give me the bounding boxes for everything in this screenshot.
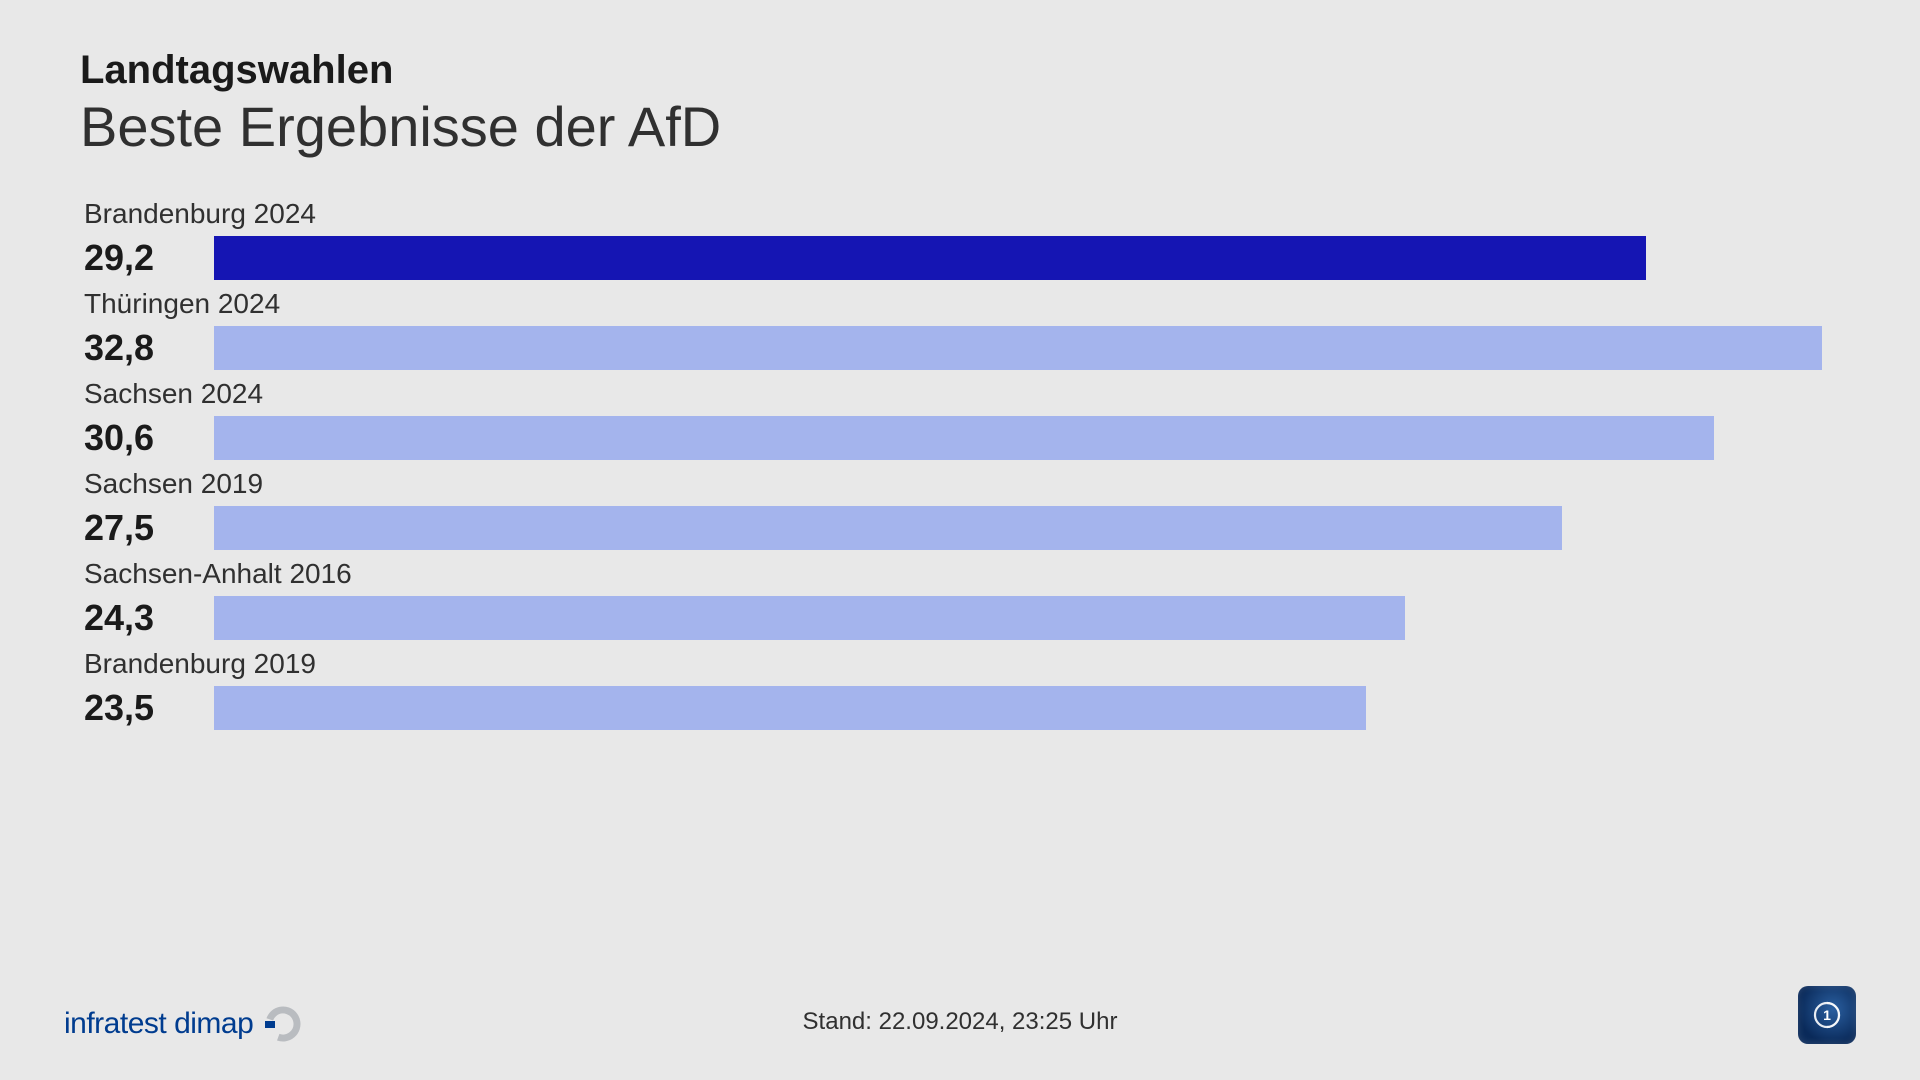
timestamp-value: 22.09.2024, 23:25 Uhr [879, 1008, 1118, 1035]
bar-label: Brandenburg 2019 [84, 648, 1832, 680]
bar-track [214, 236, 1832, 280]
bar-row: Sachsen 2024 30,6 [80, 378, 1832, 460]
bar-value: 29,2 [80, 240, 214, 276]
footer: infratest dimap Stand: 22.09.2024, 23:25… [64, 988, 1856, 1044]
bar-track [214, 686, 1832, 730]
bar-row: Brandenburg 2019 23,5 [80, 648, 1832, 730]
bar-row: Sachsen 2019 27,5 [80, 468, 1832, 550]
bar-line: 29,2 [80, 236, 1832, 280]
bar-chart: Brandenburg 2024 29,2 Thüringen 2024 32,8 Sa… [80, 198, 1832, 730]
bar-fill [214, 506, 1562, 550]
bar-label: Sachsen 2024 [84, 378, 1832, 410]
network-logo-icon: 1 [1798, 986, 1856, 1044]
bar-fill [214, 596, 1405, 640]
bar-value: 27,5 [80, 510, 214, 546]
bar-fill [214, 686, 1366, 730]
bar-track [214, 416, 1832, 460]
source-attribution: infratest dimap [64, 1004, 303, 1044]
bar-row: Thüringen 2024 32,8 [80, 288, 1832, 370]
bar-line: 30,6 [80, 416, 1832, 460]
source-name-part2: dimap [174, 1007, 253, 1040]
bar-label: Brandenburg 2024 [84, 198, 1832, 230]
bar-value: 30,6 [80, 420, 214, 456]
bar-row: Brandenburg 2024 29,2 [80, 198, 1832, 280]
bar-line: 27,5 [80, 506, 1832, 550]
bar-label: Thüringen 2024 [84, 288, 1832, 320]
bar-line: 24,3 [80, 596, 1832, 640]
headline-text: Beste Ergebnisse der AfD [80, 96, 1856, 158]
timestamp-label: Stand: [803, 1008, 872, 1035]
timestamp: Stand: 22.09.2024, 23:25 Uhr [803, 1008, 1118, 1036]
bar-line: 23,5 [80, 686, 1832, 730]
bar-track [214, 596, 1832, 640]
bar-value: 23,5 [80, 690, 214, 726]
source-name-part1: infratest [64, 1007, 166, 1040]
bar-track [214, 506, 1832, 550]
bar-value: 32,8 [80, 330, 214, 366]
bar-fill [214, 416, 1714, 460]
dimap-logo-icon [263, 1004, 303, 1044]
bar-line: 32,8 [80, 326, 1832, 370]
bar-track [214, 326, 1832, 370]
bar-fill [214, 236, 1646, 280]
overline-text: Landtagswahlen [80, 48, 1856, 92]
svg-text:1: 1 [1823, 1007, 1831, 1023]
bar-label: Sachsen 2019 [84, 468, 1832, 500]
bar-label: Sachsen-Anhalt 2016 [84, 558, 1832, 590]
bar-row: Sachsen-Anhalt 2016 24,3 [80, 558, 1832, 640]
source-name: infratest dimap [64, 1007, 253, 1041]
bar-fill [214, 326, 1822, 370]
bar-value: 24,3 [80, 600, 214, 636]
title-block: Landtagswahlen Beste Ergebnisse der AfD [80, 48, 1856, 158]
